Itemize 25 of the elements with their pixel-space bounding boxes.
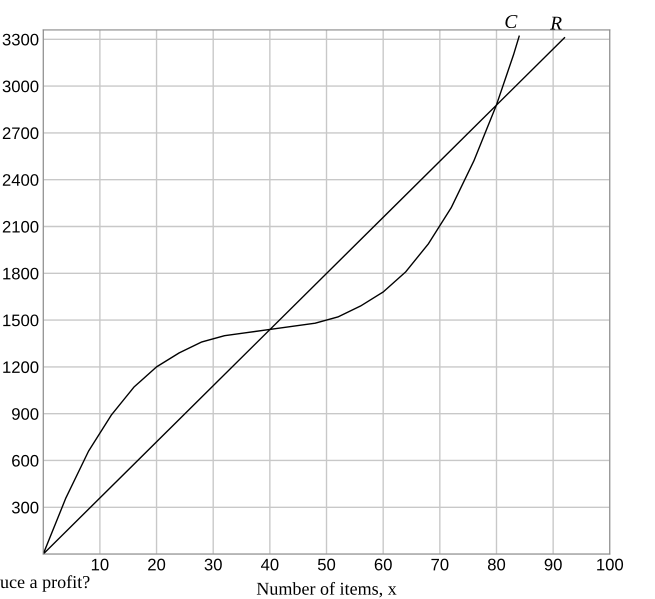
series-label: R bbox=[550, 16, 562, 30]
y-tick-label: 3000 bbox=[2, 80, 38, 92]
y-tick-label: 1200 bbox=[3, 361, 38, 374]
x-tick-label: 90 bbox=[544, 558, 562, 570]
x-tick-label: 30 bbox=[204, 558, 222, 570]
y-tick-label: 2700 bbox=[2, 127, 38, 140]
x-tick-label: 20 bbox=[148, 558, 166, 570]
y-tick-label: 600 bbox=[12, 454, 38, 467]
series-label: C bbox=[505, 15, 518, 28]
x-tick-label: 60 bbox=[374, 558, 392, 570]
y-tick-label: 2400 bbox=[2, 174, 38, 186]
x-tick-label: 100 bbox=[597, 558, 624, 570]
x-tick-label: 10 bbox=[92, 558, 109, 570]
x-tick-label: 80 bbox=[488, 558, 506, 570]
text: uce a profit? bbox=[0, 575, 90, 592]
y-tick-label: 1500 bbox=[3, 314, 38, 326]
x-tick-label: 70 bbox=[431, 558, 448, 570]
x-axis-title: Number of items, x bbox=[256, 582, 396, 598]
y-tick-label: 3300 bbox=[2, 34, 38, 46]
x-tick-label: 50 bbox=[318, 558, 336, 570]
y-tick-label: 1800 bbox=[3, 268, 38, 280]
y-tick-label: 2100 bbox=[2, 220, 38, 233]
y-tick-label: 900 bbox=[12, 408, 38, 420]
y-tick-label: 300 bbox=[12, 502, 38, 514]
x-tick-label: 40 bbox=[260, 558, 278, 570]
